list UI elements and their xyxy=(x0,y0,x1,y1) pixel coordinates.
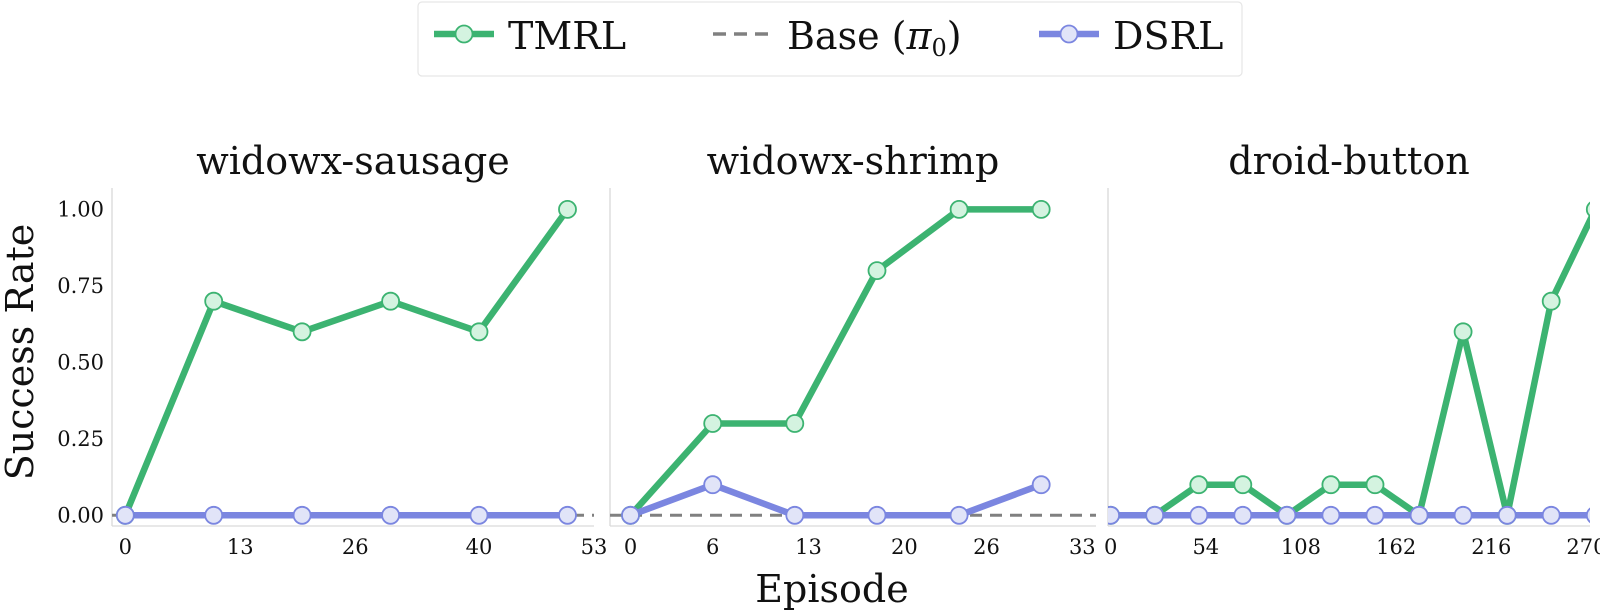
x-tick-label: 6 xyxy=(706,535,719,559)
point-tmrl xyxy=(292,322,312,342)
legend-base-label-pi: π xyxy=(905,14,932,58)
panel-title: droid-button xyxy=(1228,139,1469,183)
series-line-tmrl xyxy=(1108,212,1590,519)
point-dsrl xyxy=(1321,505,1341,525)
point-dsrl xyxy=(867,505,887,525)
series-group xyxy=(621,199,1051,525)
point-tmrl xyxy=(1585,201,1590,218)
point-dsrl xyxy=(292,505,312,525)
panels: widowx-sausage 0.00 0.25 0.50 0.75 1.00 0 13 26 4… xyxy=(57,139,1600,559)
x-tick-label: 0 xyxy=(119,535,132,559)
legend-base-label-close: ) xyxy=(947,14,962,58)
x-tick-label: 108 xyxy=(1281,535,1321,559)
legend-entry-tmrl: TMRL xyxy=(434,14,626,58)
x-tick-label: 0 xyxy=(624,535,637,559)
series-group xyxy=(115,199,577,525)
panel-2: widowx-shrimp 0 6 13 20 26 33 xyxy=(609,139,1096,559)
series-group xyxy=(1108,201,1590,525)
series-line-dsrl xyxy=(627,481,1045,519)
point-dsrl xyxy=(204,505,224,525)
legend-entry-base: Base (π0) xyxy=(713,14,962,62)
point-dsrl xyxy=(1277,505,1297,525)
panel-3: droid-button 0 54 108 162 216 270 xyxy=(1104,139,1600,559)
point-tmrl xyxy=(381,291,401,311)
x-tick-label: 20 xyxy=(891,535,918,559)
legend-tmrl-label: TMRL xyxy=(508,14,626,58)
x-axis-label: Episode xyxy=(755,567,908,611)
point-dsrl xyxy=(1453,505,1473,525)
point-dsrl xyxy=(621,505,640,525)
point-dsrl xyxy=(469,505,489,525)
legend: TMRL Base (π0) DSRL xyxy=(417,1,1243,77)
x-tick-label: 270 xyxy=(1566,535,1600,559)
point-dsrl xyxy=(1031,475,1051,495)
x-tick-label: 162 xyxy=(1376,535,1416,559)
series-line-tmrl xyxy=(122,206,571,519)
legend-base-label-main: Base ( xyxy=(787,14,906,58)
point-dsrl xyxy=(381,505,401,525)
x-tick-label: 13 xyxy=(795,535,822,559)
x-tick-label: 13 xyxy=(227,535,254,559)
x-tick-label: 53 xyxy=(581,535,608,559)
y-tick-label: 1.00 xyxy=(57,197,104,221)
y-axis-label: Success Rate xyxy=(0,224,42,481)
point-dsrl xyxy=(703,475,723,495)
legend-dsrl-label: DSRL xyxy=(1113,14,1223,58)
point-tmrl xyxy=(558,199,577,219)
point-dsrl xyxy=(1189,505,1209,525)
series-line-tmrl xyxy=(627,206,1045,519)
x-tick-label: 54 xyxy=(1192,535,1219,559)
point-dsrl xyxy=(1365,505,1385,525)
y-tick-label: 0.75 xyxy=(57,274,104,298)
point-dsrl xyxy=(1145,505,1165,525)
legend-entry-dsrl: DSRL xyxy=(1039,14,1223,58)
legend-frame xyxy=(417,1,1243,77)
point-tmrl xyxy=(949,199,969,219)
point-dsrl xyxy=(1108,505,1120,525)
point-tmrl xyxy=(1541,291,1561,311)
point-dsrl xyxy=(1233,505,1253,525)
panel-title: widowx-shrimp xyxy=(707,139,1000,183)
point-tmrl xyxy=(1453,322,1473,342)
point-tmrl xyxy=(867,261,887,281)
panel-title: widowx-sausage xyxy=(196,139,510,183)
point-dsrl xyxy=(1409,505,1429,525)
legend-tmrl-marker xyxy=(454,24,474,44)
point-tmrl xyxy=(1031,199,1051,219)
x-tick-label: 26 xyxy=(342,535,369,559)
point-tmrl xyxy=(1189,475,1209,495)
point-dsrl xyxy=(1585,507,1590,524)
point-tmrl xyxy=(469,322,489,342)
y-tick-label: 0.50 xyxy=(57,350,104,374)
point-tmrl xyxy=(1233,475,1253,495)
point-dsrl xyxy=(558,505,577,525)
panel-1: widowx-sausage 0.00 0.25 0.50 0.75 1.00 0 13 26 4… xyxy=(57,139,607,559)
point-dsrl xyxy=(1497,505,1517,525)
point-dsrl xyxy=(949,505,969,525)
point-dsrl xyxy=(115,505,135,525)
point-dsrl xyxy=(785,505,805,525)
point-tmrl xyxy=(1365,475,1385,495)
point-tmrl xyxy=(1321,475,1341,495)
point-dsrl xyxy=(1541,505,1561,525)
y-tick-label: 0.25 xyxy=(57,427,104,451)
x-tick-label: 40 xyxy=(466,535,493,559)
legend-dsrl-marker xyxy=(1059,24,1079,44)
legend-base-label: Base (π0) xyxy=(787,14,962,62)
x-tick-label: 26 xyxy=(973,535,1000,559)
point-tmrl xyxy=(785,414,805,433)
point-tmrl xyxy=(703,414,723,433)
point-tmrl xyxy=(204,291,224,311)
legend-base-label-sub: 0 xyxy=(931,34,946,62)
x-tick-label: 0 xyxy=(1104,535,1117,559)
y-tick-label: 0.00 xyxy=(57,503,104,527)
x-tick-label: 33 xyxy=(1069,535,1096,559)
x-tick-label: 216 xyxy=(1471,535,1511,559)
